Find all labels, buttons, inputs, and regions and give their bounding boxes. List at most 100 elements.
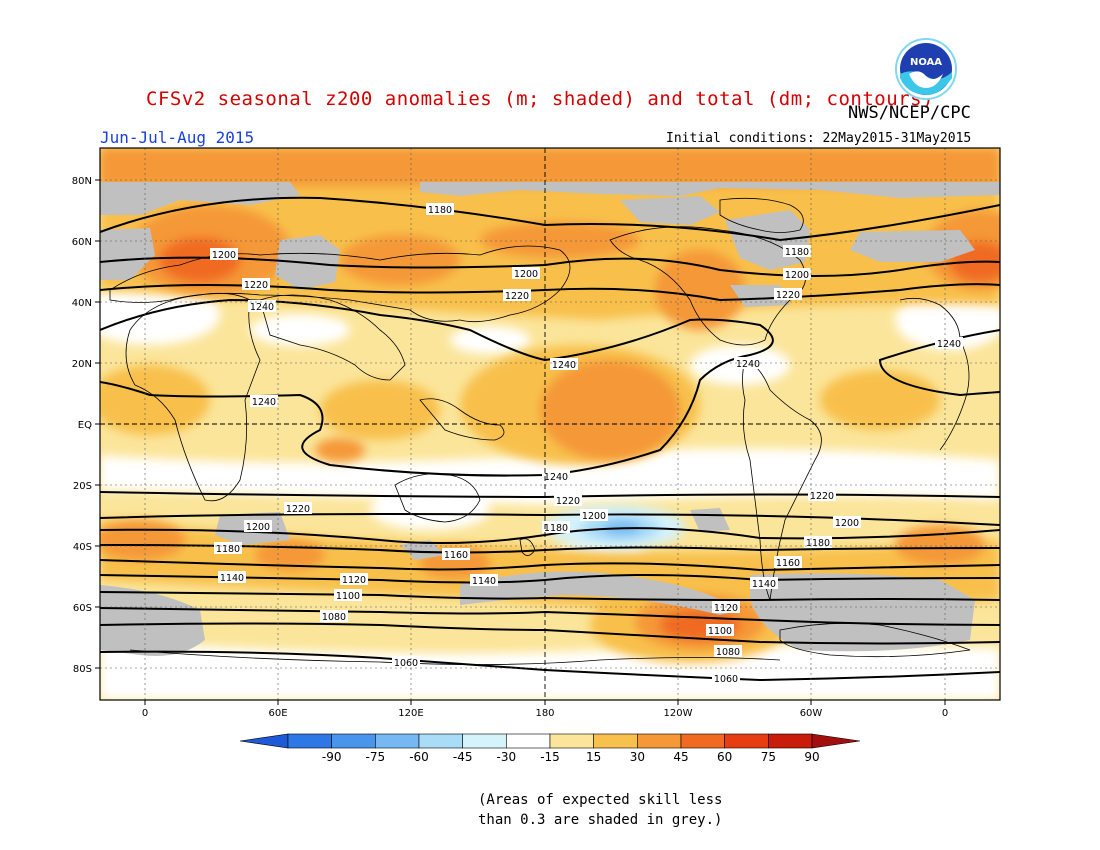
colorbar-label: -75: [366, 750, 386, 764]
svg-text:1200: 1200: [514, 269, 538, 280]
contour-label: 1220: [242, 278, 270, 291]
svg-text:1180: 1180: [216, 544, 240, 555]
initial-conditions-label: Initial conditions: 22May2015-31May2015: [666, 131, 972, 146]
lat-label: 20S: [73, 481, 92, 492]
svg-text:1060: 1060: [394, 658, 418, 669]
contour-label: 1220: [774, 288, 802, 301]
colorbar-cell: [549, 733, 594, 749]
longitude-labels: 0 60E 120E 180 120W 60W 0: [142, 708, 948, 719]
contour-label: 1060: [712, 672, 740, 685]
contour-label: 1180: [426, 203, 454, 216]
season-label: Jun-Jul-Aug 2015: [100, 128, 255, 147]
lon-label: 180: [535, 708, 554, 719]
svg-text:1080: 1080: [322, 612, 346, 623]
contour-label: 1180: [804, 536, 832, 549]
contour-label: 1180: [542, 521, 570, 534]
contour-label: 1160: [774, 556, 802, 569]
svg-text:1120: 1120: [342, 575, 366, 586]
colorbar-label: 60: [717, 750, 732, 764]
contour-label: 1180: [214, 542, 242, 555]
lat-label: 40N: [72, 298, 92, 309]
contour-label: 1220: [284, 502, 312, 515]
svg-text:1240: 1240: [252, 397, 276, 408]
svg-text:1240: 1240: [250, 302, 274, 313]
lat-label: 80N: [72, 176, 92, 187]
lon-label: 120E: [398, 708, 423, 719]
lat-label: 80S: [73, 664, 92, 675]
svg-text:1200: 1200: [212, 250, 236, 261]
colorbar-label: 15: [586, 750, 601, 764]
contour-label: 1080: [714, 645, 742, 658]
svg-text:1060: 1060: [714, 674, 738, 685]
svg-text:NOAA: NOAA: [910, 57, 942, 68]
contour-label: 1220: [808, 489, 836, 502]
svg-text:1180: 1180: [785, 247, 809, 258]
contour-label: 1160: [442, 548, 470, 561]
contour-label: 1220: [554, 494, 582, 507]
colorbar-cell: [331, 733, 376, 749]
colorbar-label: 30: [630, 750, 645, 764]
svg-text:1080: 1080: [716, 647, 740, 658]
equator-dateline: [100, 148, 1000, 700]
svg-text:1220: 1220: [286, 504, 310, 515]
contour-label: 1180: [783, 245, 811, 258]
contour-label: 1060: [392, 656, 420, 669]
svg-text:1100: 1100: [708, 626, 732, 637]
svg-text:1220: 1220: [556, 496, 580, 507]
lat-label: 20N: [72, 359, 92, 370]
svg-text:1220: 1220: [244, 280, 268, 291]
svg-text:1160: 1160: [444, 550, 468, 561]
axis-ticks: [95, 179, 946, 705]
lon-label: 0: [942, 708, 948, 719]
skill-note-line: (Areas of expected skill less: [478, 792, 723, 808]
svg-text:1200: 1200: [582, 511, 606, 522]
lon-label: 60E: [268, 708, 287, 719]
svg-text:1220: 1220: [505, 291, 529, 302]
contour-label: 1140: [750, 577, 778, 590]
skill-note-line: than 0.3 are shaded in grey.): [478, 812, 723, 828]
svg-text:1180: 1180: [428, 205, 452, 216]
colorbar-cell: [462, 733, 507, 749]
colorbar-label: -60: [409, 750, 429, 764]
svg-text:1140: 1140: [752, 579, 776, 590]
colorbar-cell: [593, 733, 638, 749]
colorbar: -90 -75 -60 -45 -30 -15 15 30 45 60 75 90: [239, 733, 861, 764]
colorbar-cell: [724, 733, 769, 749]
contour-label: 1120: [340, 573, 368, 586]
contour-label: 1200: [783, 268, 811, 281]
contour-label: 1140: [218, 571, 246, 584]
svg-text:1140: 1140: [472, 576, 496, 587]
contour-label: 1200: [512, 267, 540, 280]
svg-text:1240: 1240: [937, 339, 961, 350]
svg-text:1120: 1120: [714, 603, 738, 614]
contour-label: 1240: [935, 337, 963, 350]
svg-text:1240: 1240: [736, 359, 760, 370]
colorbar-label: -45: [453, 750, 473, 764]
colorbar-label: 90: [804, 750, 819, 764]
noaa-logo: NOAA: [895, 38, 957, 100]
lat-label: 60N: [72, 237, 92, 248]
svg-text:1160: 1160: [776, 558, 800, 569]
contour-labels: 1180 1180 1200 1200 1200 1220 1220 1220 …: [210, 203, 963, 685]
skill-note: (Areas of expected skill less than 0.3 ar…: [478, 790, 722, 830]
contour-label: 1240: [550, 358, 578, 371]
contour-label: 1120: [712, 601, 740, 614]
colorbar-cell: [811, 733, 861, 749]
contour-label: 1140: [470, 574, 498, 587]
contour-label: 1220: [503, 289, 531, 302]
colorbar-label: -30: [497, 750, 517, 764]
contour-label: 1200: [244, 520, 272, 533]
contour-label: 1080: [320, 610, 348, 623]
lat-label: EQ: [78, 420, 92, 431]
svg-text:1180: 1180: [544, 523, 568, 534]
contour-label: 1240: [542, 470, 570, 483]
svg-text:1220: 1220: [810, 491, 834, 502]
contour-label: 1200: [833, 516, 861, 529]
svg-text:1220: 1220: [776, 290, 800, 301]
colorbar-cell: [239, 733, 289, 749]
lon-label: 0: [142, 708, 148, 719]
colorbar-label: -90: [322, 750, 342, 764]
colorbar-cell: [506, 733, 551, 749]
lon-label: 60W: [800, 708, 823, 719]
